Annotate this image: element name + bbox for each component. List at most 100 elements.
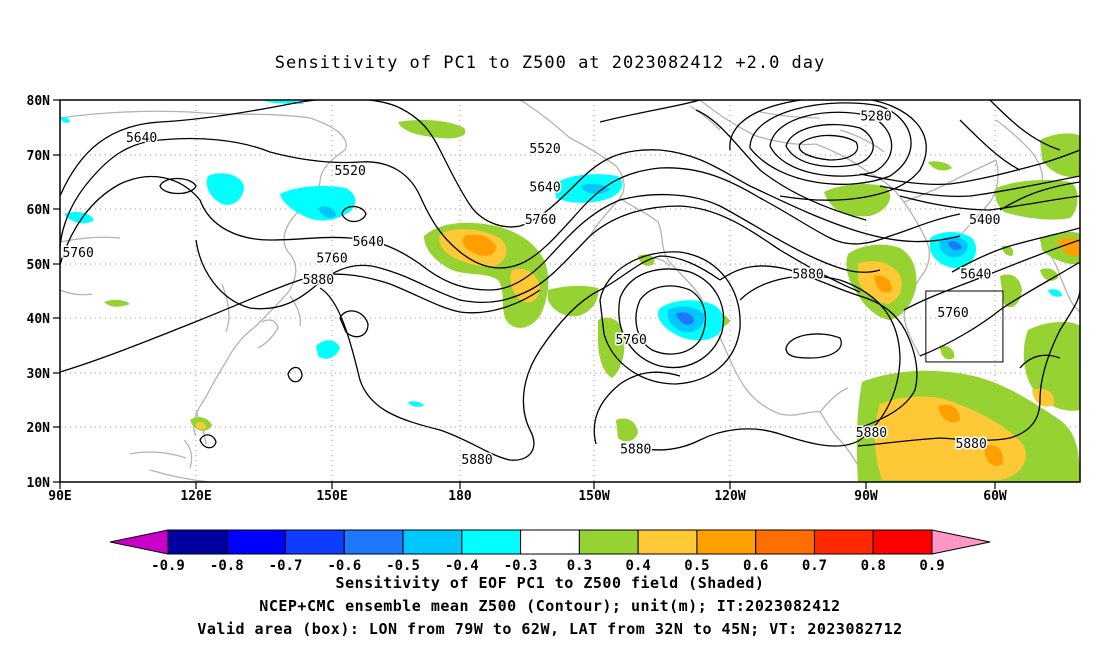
contour-label: 5880 [792,268,823,283]
contour-label: 5880 [620,442,651,457]
contour-labels: 5640 5520 5640 5760 5760 5880 5520 5640 5760 5280… [61,108,1002,470]
colorbar-tick-label: -0.4 [445,558,479,574]
negative-region [580,183,610,195]
sensitivity-shading [60,100,1080,482]
latitude-labels: 80N 70N 60N 50N 40N 30N 20N 10N [27,94,51,491]
map-frame [59,99,1081,483]
lat-tick-label: 40N [27,312,51,327]
contour-line [593,371,681,445]
negative-region [280,186,356,221]
contour-line [899,195,1080,211]
contour-label: 5520 [334,164,365,179]
contour-line [159,177,197,195]
contour-line [798,134,859,161]
colorbar-tick-label: -0.9 [151,558,185,574]
positive-region [616,418,638,442]
colorbar-cell [872,529,933,555]
positive-region [928,161,952,171]
contour-label: 5880 [461,453,492,468]
footer-line-2: NCEP+CMC ensemble mean Z500 (Contour); u… [259,597,840,615]
contour-label: 5880 [856,426,887,441]
colorbar-cell [167,529,228,555]
contour-label: 5640 [353,235,384,250]
negative-region [206,173,244,205]
contour-line [287,366,303,383]
lon-tick-label: 120W [714,489,745,504]
positive-region [984,444,1003,466]
contour-line [60,137,961,269]
contour-line [919,261,1080,357]
contour-line [719,265,918,429]
valid-area-box [925,290,1004,363]
negative-region [408,401,424,407]
positive-region [1032,388,1055,407]
contour-line [199,434,217,449]
lat-tick-label: 70N [27,149,51,164]
contour-line [769,111,893,177]
colorbar-tick-label: 0.9 [919,558,944,574]
positive-region [548,285,599,317]
positive-region [824,184,891,217]
contour-label: 5760 [937,306,968,321]
contour-line [749,102,912,185]
lat-tick-label: 60N [27,203,51,218]
contour-line [339,310,369,338]
contour-line [60,100,961,243]
colorbar-cell [402,529,463,555]
negative-region [318,206,336,218]
lat-tick-label: 50N [27,258,51,273]
colorbar-cell [813,529,874,555]
colorbar-cell [343,529,404,555]
contour-label: 5880 [956,437,987,452]
positive-region [104,299,130,307]
lon-tick-label: 150W [578,489,609,504]
lon-tick-label: 60W [983,489,1007,504]
footer-line-1: Sensitivity of EOF PC1 to Z500 field (Sh… [336,574,765,592]
negative-region [1048,289,1062,297]
lat-tick-label: 30N [27,367,51,382]
contour-line [903,239,1080,311]
lon-tick-label: 120E [180,489,211,504]
contour-label: 5280 [860,109,891,124]
lon-tick-label: 90W [854,489,878,504]
footer-line-3: Valid area (box): LON from 79W to 62W, L… [197,620,902,638]
colorbar-cell [637,529,698,555]
positive-region [398,120,466,139]
colorbar-tick-label: 0.4 [626,558,651,574]
colorbar-cell [520,529,580,555]
contour-line [319,255,721,461]
negative-region [60,117,70,123]
positive-region [940,345,955,360]
contour-line [341,205,367,223]
contour-line [195,205,861,310]
colorbar-tick-label: 0.3 [567,558,592,574]
colorbar: -0.9 -0.8 -0.7 -0.6 -0.5 -0.4 -0.3 0.3 0.4 0.5 0.6… [109,529,991,574]
contour-label: 5640 [126,131,157,146]
positive-region [462,234,496,256]
positive-region [938,404,960,423]
negative-region [676,312,694,325]
colorbar-cell [461,529,522,555]
lat-tick-label: 20N [27,421,51,436]
lon-tick-label: 90E [48,489,71,504]
contour-line [695,109,867,221]
contour-line [879,175,1080,198]
contour-label: 5520 [529,142,560,157]
contour-line [951,227,1080,273]
positive-region [874,275,892,293]
contour-line [729,100,927,201]
colorbar-tick-label: -0.7 [269,558,303,574]
contour-line [859,149,1080,186]
negative-region [316,340,340,359]
figure-title: Sensitivity of PC1 to Z500 at 2023082412… [275,53,826,73]
positive-region [510,268,540,303]
colorbar-tick-label: -0.3 [504,558,538,574]
contour-label: 5760 [316,251,347,266]
map-panel: 5640 5520 5640 5760 5760 5880 5520 5640 5760 5280… [27,94,1081,504]
contour-line [959,100,1080,211]
contour-line [635,285,707,355]
tick-marks [53,99,996,489]
contour-line [857,289,1080,447]
negative-region [948,241,962,250]
